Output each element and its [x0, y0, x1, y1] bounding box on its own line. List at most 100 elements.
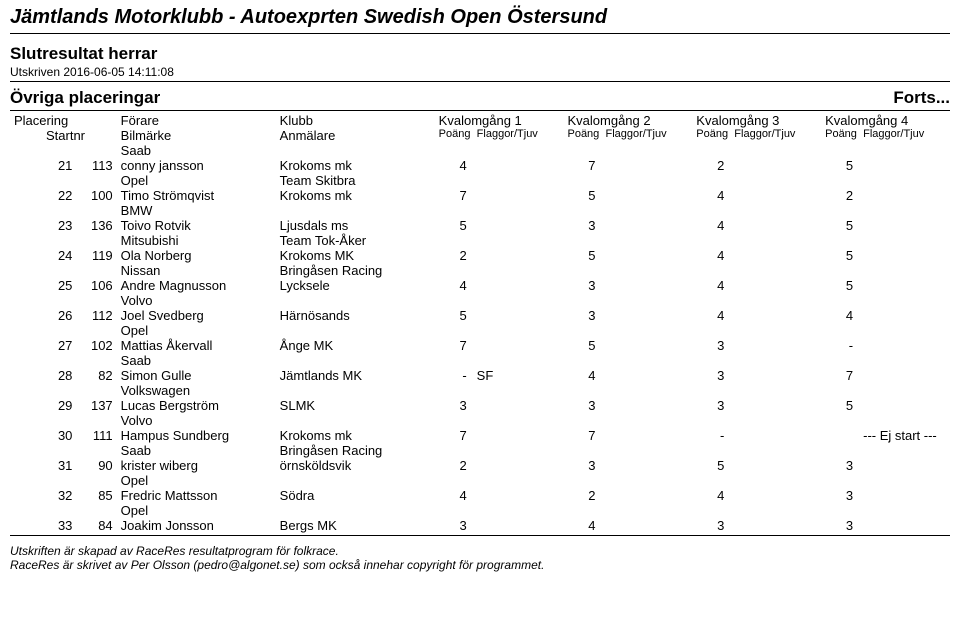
cell-kv3-flag: [728, 278, 817, 293]
cell-forare: Joakim Jonsson: [117, 518, 276, 533]
cell-forare: Fredric Mattsson: [117, 488, 276, 503]
cell-anmalare: Bringåsen Racing: [276, 443, 435, 458]
cell-klubb: Lycksele: [276, 278, 435, 293]
cell-kv4-flag: [857, 188, 946, 203]
cell-kv3-poang: 3: [696, 368, 728, 383]
cell-startnr: 82: [76, 368, 116, 383]
cell-kv2-flag: [599, 338, 688, 353]
cell-klubb: Krokoms mk: [276, 428, 435, 443]
table-row-secondary: MitsubishiTeam Tok-Åker: [10, 233, 950, 248]
cell-kv2-flag: [599, 158, 688, 173]
footer: Utskriften är skapad av RaceRes resultat…: [10, 544, 950, 572]
cell-kv2-poang: 3: [567, 458, 599, 473]
cell-kv4-poang: [825, 428, 857, 443]
cell-kv1-flag: [471, 158, 560, 173]
cell-kv2-poang: 4: [567, 518, 599, 533]
table-row-secondary: Opel: [10, 503, 950, 518]
cell-bilmarke: Nissan: [117, 263, 276, 278]
cell-kv3-flag: [728, 488, 817, 503]
table-row: 30111Hampus SundbergKrokoms mk77---- Ej …: [10, 428, 950, 443]
cell-startnr: 119: [76, 248, 116, 263]
cell-kv1-poang: 2: [439, 458, 471, 473]
cell-kv3-flag: [728, 338, 817, 353]
subtitle: Slutresultat herrar: [10, 44, 950, 64]
cell-kv4-flag: [857, 518, 946, 533]
cell-forare: Toivo Rotvik: [117, 218, 276, 233]
col-bilmarke: Bilmärke: [117, 128, 276, 143]
cell-kv2-poang: 3: [567, 218, 599, 233]
cell-kv4-poang: 7: [825, 368, 857, 383]
cell-kv2-flag: [599, 488, 688, 503]
cell-kv3-flag: [728, 158, 817, 173]
divider: [10, 535, 950, 536]
table-row-secondary: Saab: [10, 353, 950, 368]
col-kv3: Kvalomgång 3: [696, 113, 779, 128]
cell-kv1-poang: 2: [439, 248, 471, 263]
col-kv4-poang: Poäng: [825, 128, 857, 140]
cell-bilmarke: Saab: [117, 353, 276, 368]
cell-kv4-flag: [857, 308, 946, 323]
table-row-secondary: Volkswagen: [10, 383, 950, 398]
col-forare: Förare: [117, 113, 276, 128]
cell-kv1-flag: [471, 278, 560, 293]
cell-kv1-flag: [471, 188, 560, 203]
cell-forare: Andre Magnusson: [117, 278, 276, 293]
table-row: 3384Joakim JonssonBergs MK3433: [10, 518, 950, 533]
cell-kv3-poang: -: [696, 428, 728, 443]
cell-anmalare: Bringåsen Racing: [276, 263, 435, 278]
results-table: Placering Förare Klubb Kvalomgång 1 Kval…: [10, 113, 950, 533]
cell-kv3-poang: 4: [696, 308, 728, 323]
continuation-label: Forts...: [893, 88, 950, 108]
cell-kv1-poang: 7: [439, 338, 471, 353]
cell-kv3-flag: [728, 458, 817, 473]
table-pre-row: Saab: [10, 143, 950, 158]
cell-kv1-flag: [471, 218, 560, 233]
cell-kv3-poang: 3: [696, 398, 728, 413]
table-row: 23136Toivo RotvikLjusdals ms5345: [10, 218, 950, 233]
cell-kv3-poang: 4: [696, 218, 728, 233]
col-kv1-poang: Poäng: [439, 128, 471, 140]
table-body: Saab 21113conny janssonKrokoms mk4725Ope…: [10, 143, 950, 533]
cell-kv1-flag: [471, 518, 560, 533]
col-kv3-flag: Flaggor/Tjuv: [728, 128, 817, 140]
table-row: 21113conny janssonKrokoms mk4725: [10, 158, 950, 173]
cell-kv1-poang: 4: [439, 158, 471, 173]
cell-kv3-poang: 3: [696, 518, 728, 533]
cell-kv2-poang: 5: [567, 188, 599, 203]
table-row: 3285Fredric MattssonSödra4243: [10, 488, 950, 503]
cell-kv1-poang: 7: [439, 428, 471, 443]
table-row-secondary: Opel: [10, 323, 950, 338]
cell-anmalare: [276, 293, 435, 308]
cell-kv4-flag: [857, 248, 946, 263]
cell-bilmarke: Mitsubishi: [117, 233, 276, 248]
cell-anmalare: Team Tok-Åker: [276, 233, 435, 248]
cell-kv3-poang: 2: [696, 158, 728, 173]
cell-anmalare: [276, 503, 435, 518]
table-header: Placering Förare Klubb Kvalomgång 1 Kval…: [10, 113, 950, 143]
cell-startnr: 111: [76, 428, 116, 443]
cell-klubb: Ljusdals ms: [276, 218, 435, 233]
cell-kv1-poang: 3: [439, 518, 471, 533]
cell-anmalare: [276, 413, 435, 428]
cell-placering: 24: [10, 248, 76, 263]
cell-kv3-poang: 3: [696, 338, 728, 353]
col-anmalare: Anmälare: [276, 128, 435, 143]
cell-placering: 33: [10, 518, 76, 533]
cell-startnr: 137: [76, 398, 116, 413]
cell-anmalare: [276, 473, 435, 488]
table-row-secondary: Volvo: [10, 413, 950, 428]
cell-kv2-flag: [599, 428, 688, 443]
cell-kv2-flag: [599, 248, 688, 263]
cell-kv1-flag: [471, 248, 560, 263]
cell-startnr: 113: [76, 158, 116, 173]
cell-kv2-flag: [599, 398, 688, 413]
cell-kv1-poang: -: [439, 368, 471, 383]
cell-kv4-poang: 4: [825, 308, 857, 323]
cell-placering: 23: [10, 218, 76, 233]
col-kv3-poang: Poäng: [696, 128, 728, 140]
cell-kv3-flag: [728, 308, 817, 323]
cell-forare: conny jansson: [117, 158, 276, 173]
table-row: 2882Simon GulleJämtlands MK-SF437: [10, 368, 950, 383]
cell-placering: 22: [10, 188, 76, 203]
cell-kv3-flag: [728, 368, 817, 383]
